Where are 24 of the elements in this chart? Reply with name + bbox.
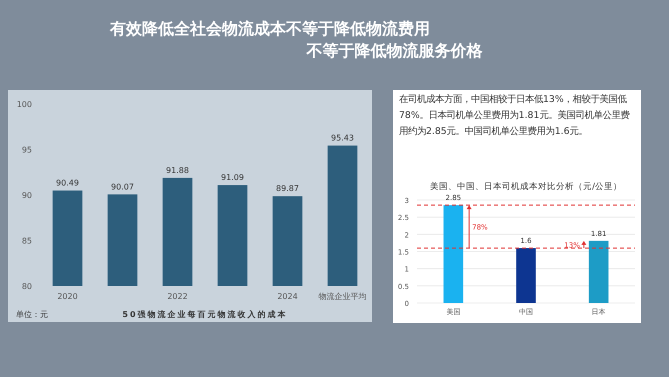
data-label: 90.07	[111, 182, 134, 192]
y-tick-label: 85	[22, 236, 32, 246]
data-label: 91.88	[166, 166, 189, 175]
y-tick-label: 90	[22, 191, 32, 200]
data-label: 89.87	[276, 184, 299, 194]
bar	[444, 205, 464, 303]
chart-subtitle: 不等于降低物流服务价格	[305, 40, 484, 62]
x-axis-title: 50强物流企业每百元物流收入的成本	[122, 309, 288, 319]
bar	[588, 240, 608, 303]
text: 单位：元	[16, 310, 48, 319]
chart-title: 有效降低全社会物流成本不等于降低物流费用	[108, 18, 431, 40]
y-tick-label: 80	[22, 282, 32, 291]
data-label: 90.49	[56, 178, 79, 188]
x-tick-label: 2024	[277, 292, 298, 301]
chart-title: 美国、中国、日本司机成本对比分析（元/公里）	[430, 181, 622, 192]
x-tick-label: 2022	[167, 292, 188, 301]
x-tick-label: 2020	[57, 292, 78, 301]
data-label: 95.43	[331, 134, 354, 143]
text: 在司机成本方面，中国相较于日本低13%，相较于美国低78%。日本司机单公里费用为1.81元。美国司机单公里费用约为2.85元。中国司机单公里费用为1.6元。	[399, 93, 630, 139]
x-tick-label: 物流企业平均	[318, 292, 366, 301]
y-tick-label: 100	[16, 100, 32, 109]
y-tick-label: 95	[22, 146, 32, 154]
bar	[516, 248, 536, 303]
data-label: 91.09	[221, 173, 244, 182]
